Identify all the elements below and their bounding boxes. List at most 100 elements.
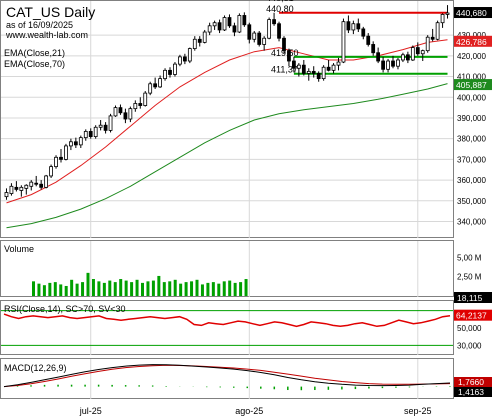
volume-bar [48,282,52,296]
candle-down [361,28,366,37]
candle-up [396,59,400,67]
candle-down [405,54,410,61]
volume-bar [211,282,215,296]
price-tick-label: 340,000 [457,218,486,227]
candle-up [267,19,272,39]
candle-up [108,115,113,131]
candle-up [341,21,346,63]
rsi-line [3,313,451,328]
volume-bar [91,279,95,296]
candle-up [78,137,83,146]
candle-up [321,66,326,80]
level-value-label: 440,81 [266,0,294,3]
volume-bar [173,279,177,296]
volume-bar [146,281,150,296]
volume-bar [217,283,221,296]
volume-bar [151,280,155,296]
candle-down [39,183,44,188]
volume-bar [190,281,194,296]
price-badge [454,79,492,91]
candle-up [4,192,9,198]
candle-down [356,23,361,30]
candle-up [192,38,197,49]
volume-bar [37,283,41,296]
volume-bar [59,284,63,296]
candle-up [158,78,162,88]
rsi-badge [454,309,492,321]
level-value-label: 419,50 [271,48,299,58]
macd-label: MACD(12,26,9) [4,363,67,373]
price-tick-label: 400,000 [457,93,486,102]
volume-bar [200,284,204,296]
level-value-label: 440,80 [266,4,294,14]
price-badge-label: 405,887 [456,80,487,90]
candle-up [9,185,14,194]
price-pane [0,0,454,238]
level-annotations: 440,81440,80 419,50 411,37 [266,0,298,75]
candle-down [257,32,262,45]
price-tick-label: 390,000 [457,114,486,123]
ema70-label: EMA(Close,70) [4,59,65,69]
price-tick-label: 350,000 [457,197,486,206]
volume-bar [179,283,183,296]
candle-down [182,56,187,62]
date-tick-label: ago-25 [235,406,263,416]
volume-bar [124,280,128,296]
volume-bar [168,281,172,296]
candle-down [59,156,63,160]
candle-down [287,50,291,62]
macd-badge-label: 1,4163 [458,387,484,397]
volume-bar [195,279,199,296]
candle-down [311,70,316,74]
candle-down [371,44,376,54]
candle-up [24,184,29,189]
level-value-label: 411,37 [271,65,298,75]
candle-up [212,22,217,27]
candle-up [440,14,445,24]
candle-up [331,64,336,71]
price-axis: 340,000 350,000 360,000 370,000 380,000 390,0… [457,31,486,226]
macd-signal-line [3,364,451,388]
candle-up [113,107,118,117]
candle-down [242,15,247,26]
chart-title: CAT_US Daily [6,4,95,20]
candle-up [306,70,311,74]
volume-bar [222,281,226,296]
price-tick-label: 410,000 [457,73,486,82]
rsi-tick-label: 30,000 [457,341,482,350]
volume-bar [81,282,85,296]
ema70-line [6,83,448,229]
candle-up [237,15,242,33]
volume-badge [454,292,492,303]
candle-down [73,141,78,146]
candle-down [153,83,158,88]
candle-down [88,131,93,138]
candle-up [128,108,133,120]
rsi-tick-label: 50,000 [457,324,482,333]
macd-badge-label: 1,7660 [458,377,484,387]
candle-down [301,64,306,74]
candle-down [247,24,252,40]
candle-down [277,23,281,39]
candle-down [430,36,435,40]
candle-down [381,60,385,70]
price-tick-label: 380,000 [457,135,486,144]
candle-down [123,112,128,120]
candle-up [54,156,58,168]
candle-down [227,17,232,27]
candle-up [93,126,98,138]
candle-up [133,103,138,110]
volume-bar [239,282,243,296]
candle-up [29,181,34,187]
candle-up [435,22,440,40]
candle-down [138,103,143,106]
rsi-plot: 30,000 50,000 64,2137 [1,309,492,350]
volume-bars: 2,50 M 5,00 M 18,115 [32,253,492,303]
price-badge [454,7,492,19]
website-link[interactable]: www.wealth-lab.com [5,30,88,40]
volume-label: Volume [4,244,34,254]
candle-up [83,131,88,139]
candle-up [163,69,167,80]
volume-tick-label: 5,00 M [457,253,482,262]
